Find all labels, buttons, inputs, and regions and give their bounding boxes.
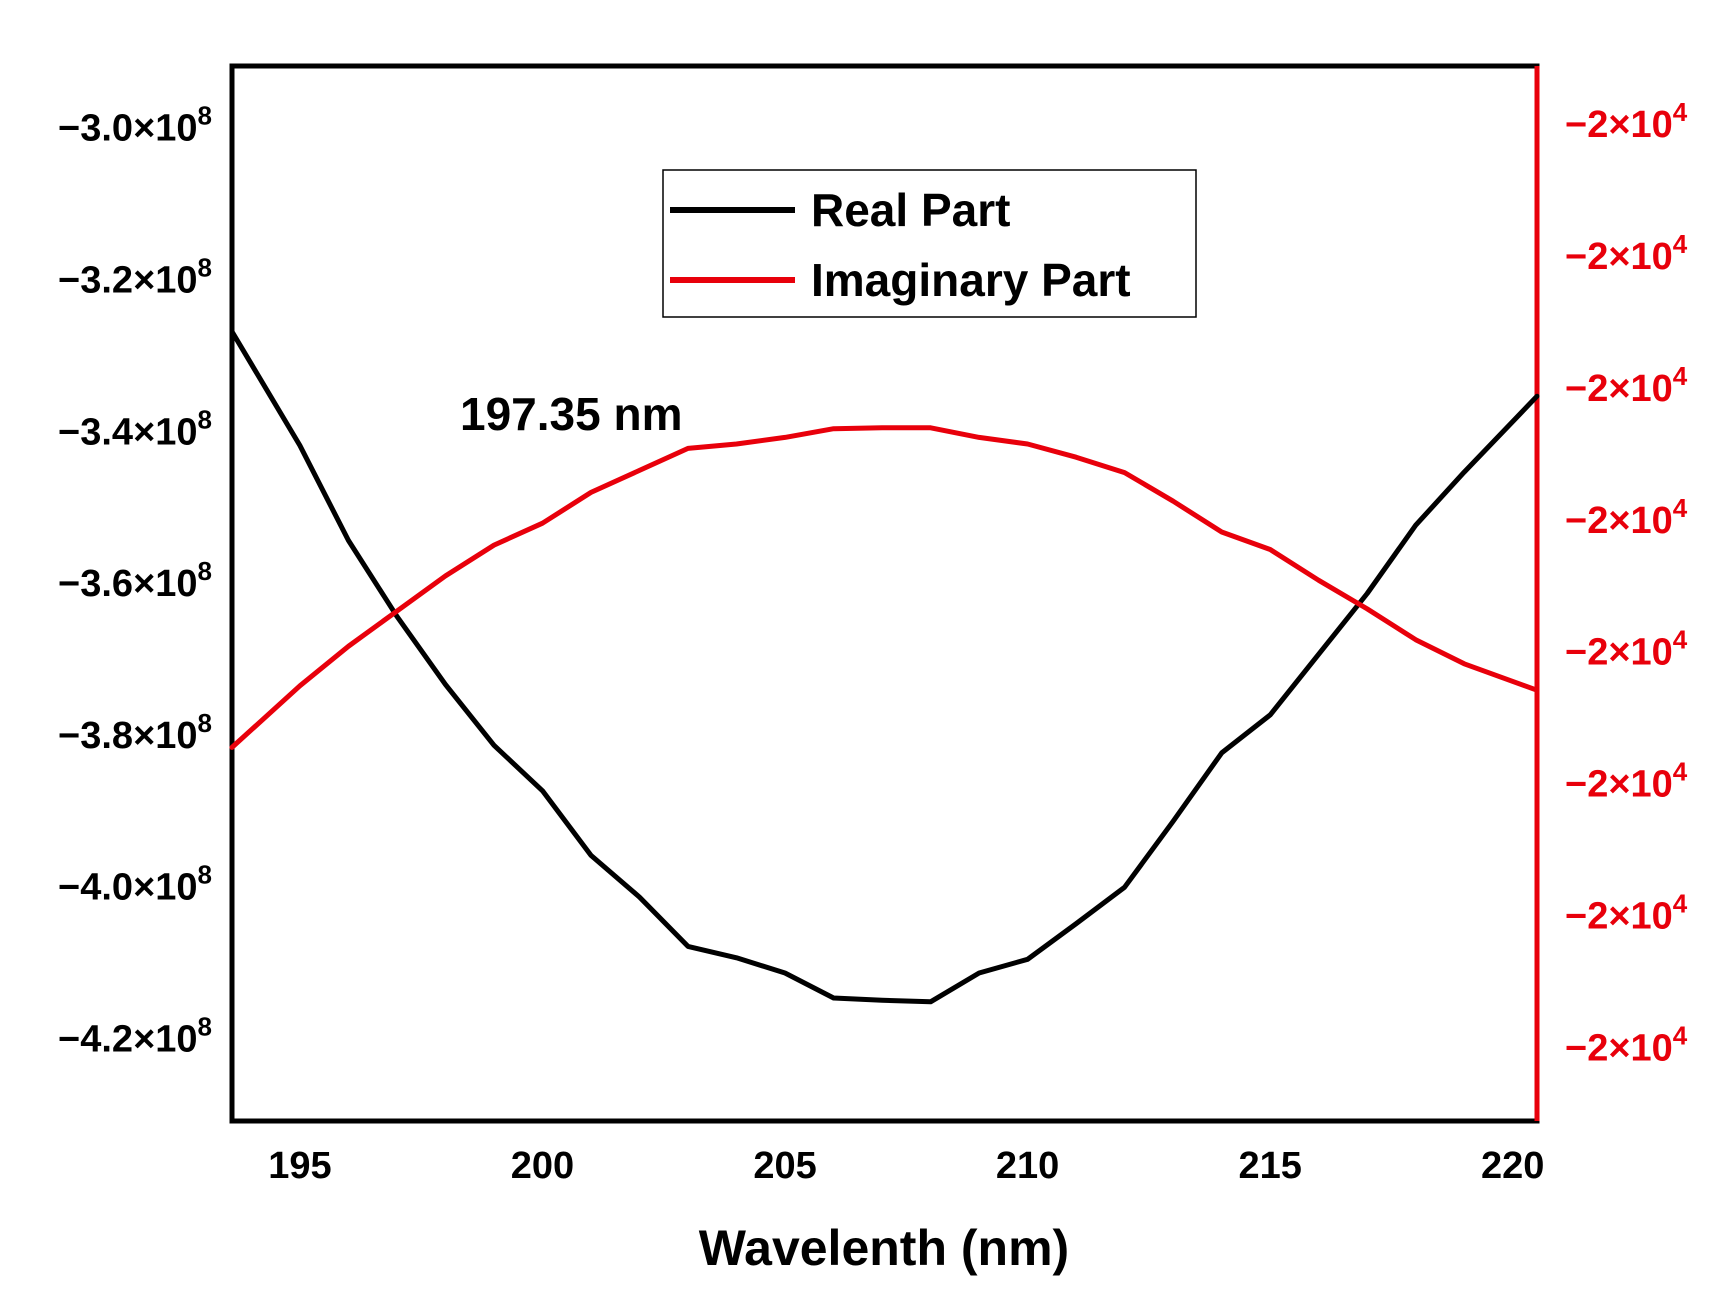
legend: Real Part Imaginary Part — [662, 169, 1197, 318]
legend-box — [662, 169, 1197, 318]
right-y-tick-label-1: −2×104 — [1565, 229, 1688, 278]
x-tick-label-1: 200 — [511, 1145, 574, 1187]
right-y-tick-label-4: −2×104 — [1565, 625, 1688, 674]
right-y-tick-label-2: −2×104 — [1565, 361, 1688, 410]
left-y-tick-label-5: −4.0×108 — [58, 860, 212, 909]
right-y-tick-label-6: −2×104 — [1565, 888, 1688, 937]
x-tick-label-4: 215 — [1238, 1145, 1301, 1187]
right-y-tick-label-0: −2×104 — [1565, 97, 1688, 146]
x-axis-title: Wavelenth (nm) — [699, 1220, 1069, 1276]
x-tick-label-0: 195 — [268, 1145, 331, 1187]
left-y-tick-label-3: −3.6×108 — [58, 556, 212, 605]
left-y-axis: −3.0×108 −3.2×108 −3.4×108 −3.6×108 −3.8×108… — [58, 101, 212, 1061]
left-y-tick-label-2: −3.4×108 — [58, 404, 212, 453]
left-y-tick-label-1: −3.2×108 — [58, 253, 212, 302]
peak-annotation: 197.35 nm — [460, 388, 682, 440]
x-tick-label-5: 220 — [1481, 1145, 1544, 1187]
series-line-imaginary-part — [229, 425, 1540, 750]
left-y-tick-label-4: −3.8×108 — [58, 708, 212, 757]
x-tick-label-3: 210 — [996, 1145, 1059, 1187]
right-y-tick-label-7: −2×104 — [1565, 1020, 1688, 1069]
series-line-real-part — [229, 329, 1540, 1005]
x-tick-label-2: 205 — [753, 1145, 816, 1187]
x-axis: 195 200 205 210 215 220 — [268, 1145, 1544, 1187]
legend-label-real-part: Real Part — [811, 184, 1010, 236]
legend-label-imaginary-part: Imaginary Part — [811, 254, 1131, 306]
right-y-tick-label-3: −2×104 — [1565, 493, 1688, 542]
left-y-tick-label-0: −3.0×108 — [58, 101, 212, 150]
right-y-tick-label-5: −2×104 — [1565, 757, 1688, 806]
right-y-axis: −2×104 −2×104 −2×104 −2×104 −2×104 −2×104 −2×1… — [1565, 97, 1688, 1069]
left-y-tick-label-6: −4.2×108 — [58, 1012, 212, 1061]
series-layer — [229, 329, 1540, 1005]
